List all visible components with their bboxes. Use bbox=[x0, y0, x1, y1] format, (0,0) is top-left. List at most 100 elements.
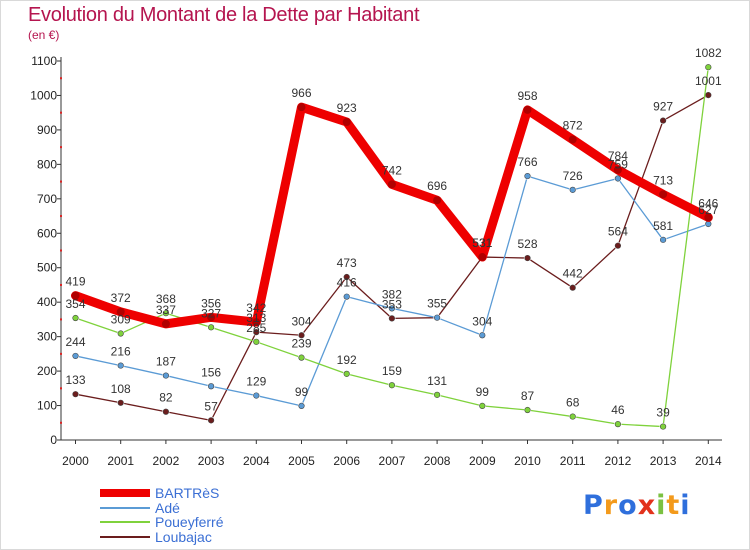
data-label: 372 bbox=[111, 291, 131, 305]
y-minor-tick bbox=[60, 77, 62, 80]
legend-item-ade[interactable]: Adé bbox=[100, 500, 300, 516]
data-point bbox=[208, 324, 215, 331]
data-point bbox=[523, 105, 532, 114]
data-label: 927 bbox=[653, 100, 673, 114]
data-label: 923 bbox=[337, 101, 357, 115]
logo-letter: x bbox=[637, 490, 657, 521]
data-label: 353 bbox=[382, 297, 402, 311]
data-label: 337 bbox=[156, 303, 176, 317]
y-tick-label: 900 bbox=[37, 123, 57, 137]
data-point bbox=[388, 382, 396, 389]
data-label: 564 bbox=[608, 225, 628, 239]
y-minor-tick bbox=[60, 111, 62, 114]
logo-letter: i bbox=[680, 490, 691, 521]
data-label: 239 bbox=[291, 337, 311, 351]
data-point bbox=[434, 391, 441, 398]
data-label: 304 bbox=[472, 314, 492, 328]
legend-item-bartres[interactable]: BARTRèS bbox=[100, 485, 300, 501]
x-tick-label: 2005 bbox=[288, 454, 315, 468]
x-tick-label: 2003 bbox=[198, 454, 225, 468]
data-label: 129 bbox=[246, 375, 266, 389]
data-label: 87 bbox=[521, 389, 535, 403]
logo-letter: P bbox=[583, 490, 604, 521]
legend-item-poueyferre[interactable]: Poueyferré bbox=[100, 514, 300, 530]
proxiti-logo: Proxiti bbox=[583, 490, 691, 521]
data-point bbox=[705, 92, 712, 99]
x-tick-label: 2011 bbox=[560, 454, 586, 468]
x-tick-label: 2007 bbox=[379, 454, 406, 468]
legend-label: Loubajac bbox=[155, 528, 212, 545]
data-point bbox=[387, 180, 396, 189]
data-label: 99 bbox=[295, 385, 309, 399]
data-point bbox=[297, 103, 306, 112]
legend-swatch bbox=[100, 521, 150, 523]
data-point bbox=[568, 135, 577, 144]
data-label: 726 bbox=[563, 169, 583, 183]
data-point bbox=[388, 305, 396, 312]
logo-letter: t bbox=[666, 490, 681, 521]
data-point bbox=[613, 165, 622, 174]
data-point bbox=[569, 413, 576, 420]
x-tick-label: 2009 bbox=[469, 454, 496, 468]
data-label: 39 bbox=[656, 406, 670, 420]
data-point bbox=[208, 383, 215, 390]
data-point bbox=[343, 273, 350, 281]
y-tick-label: 300 bbox=[37, 330, 57, 344]
data-point bbox=[524, 406, 531, 414]
data-label: 342 bbox=[246, 301, 266, 315]
y-minor-tick bbox=[60, 215, 62, 218]
x-tick-label: 2013 bbox=[650, 454, 677, 468]
data-point bbox=[614, 242, 622, 249]
data-point bbox=[162, 310, 169, 317]
data-point bbox=[72, 391, 79, 398]
y-minor-tick bbox=[60, 352, 62, 355]
data-label: 133 bbox=[65, 373, 85, 387]
data-label: 327 bbox=[201, 306, 221, 320]
data-point bbox=[72, 352, 79, 360]
y-tick-label: 0 bbox=[50, 433, 57, 447]
data-point bbox=[433, 196, 442, 205]
data-point bbox=[253, 329, 260, 336]
x-tick-label: 2014 bbox=[695, 454, 722, 468]
data-point bbox=[298, 332, 305, 339]
legend-swatch bbox=[100, 489, 150, 497]
y-tick-label: 200 bbox=[37, 364, 57, 378]
legend-swatch bbox=[100, 535, 150, 538]
data-point bbox=[479, 402, 486, 409]
y-minor-tick bbox=[60, 421, 62, 424]
data-label: 68 bbox=[566, 396, 580, 410]
data-point bbox=[343, 370, 350, 377]
data-label: 416 bbox=[337, 276, 357, 290]
data-point bbox=[298, 354, 305, 361]
data-point bbox=[298, 402, 305, 409]
data-label: 216 bbox=[111, 345, 131, 359]
x-tick-label: 2006 bbox=[333, 454, 360, 468]
data-label: 313 bbox=[246, 311, 266, 325]
data-label: 159 bbox=[382, 364, 402, 378]
data-point bbox=[705, 64, 712, 71]
legend-item-loubajac[interactable]: Loubajac bbox=[100, 528, 300, 545]
y-tick-label: 1100 bbox=[31, 54, 57, 68]
x-tick-label: 2002 bbox=[153, 454, 180, 468]
data-label: 966 bbox=[291, 86, 311, 100]
y-tick-label: 600 bbox=[37, 226, 57, 240]
data-point bbox=[659, 236, 667, 243]
logo-letter: o bbox=[618, 490, 638, 521]
data-label: 99 bbox=[476, 385, 490, 399]
chart-title: Evolution du Montant de la Dette par Hab… bbox=[28, 4, 420, 26]
data-label: 285 bbox=[246, 321, 266, 335]
data-label: 696 bbox=[427, 179, 447, 193]
y-minor-tick bbox=[60, 180, 62, 183]
data-label: 382 bbox=[382, 287, 402, 301]
data-label: 419 bbox=[65, 275, 85, 289]
data-label: 759 bbox=[608, 157, 628, 171]
data-point bbox=[72, 314, 79, 322]
chart-unit-label: (en €) bbox=[28, 28, 60, 42]
data-point bbox=[569, 284, 576, 291]
data-label: 1001 bbox=[695, 74, 722, 88]
y-tick-label: 100 bbox=[37, 399, 57, 413]
y-tick-label: 500 bbox=[37, 261, 57, 275]
y-tick-label: 700 bbox=[37, 192, 57, 206]
